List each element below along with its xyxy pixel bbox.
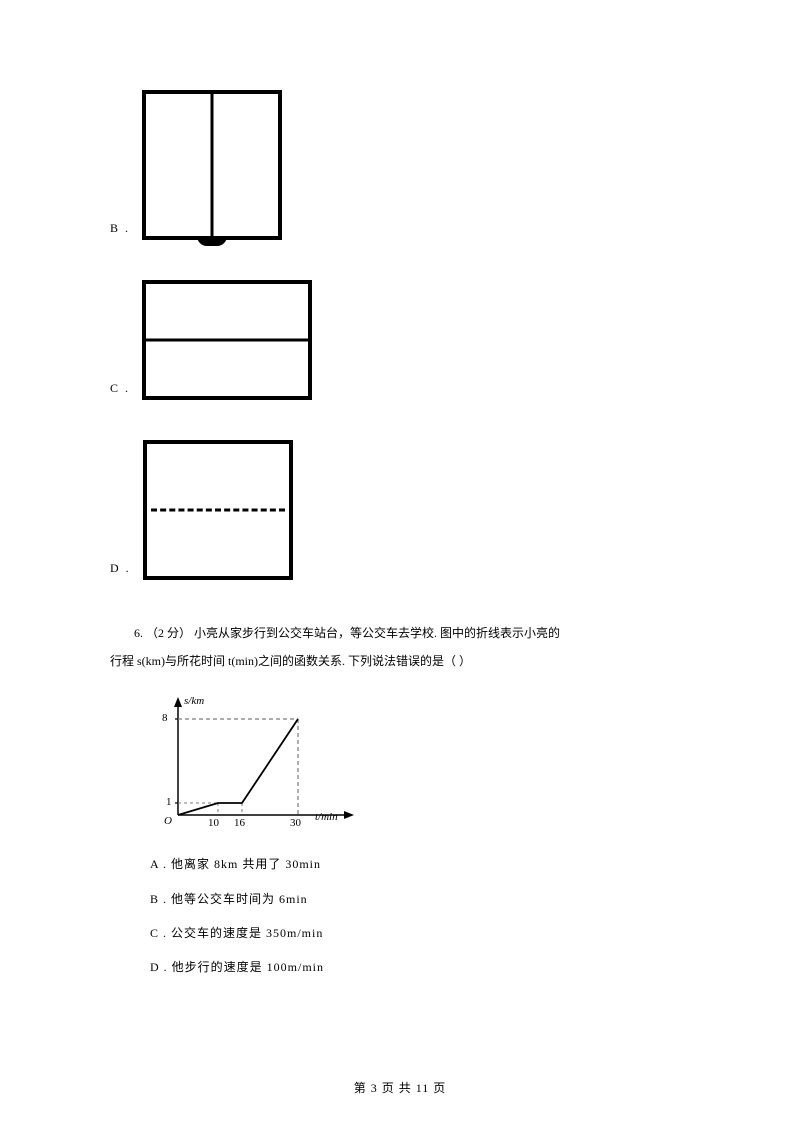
chart-y-label: s/km xyxy=(184,695,204,707)
chart-xtick-10: 10 xyxy=(208,817,219,829)
shape-b-divider xyxy=(211,94,214,236)
q6-answer-c: C . 公交车的速度是 350m/min xyxy=(150,920,690,946)
chart-ytick-8: 8 xyxy=(162,712,168,724)
option-b-row: B . xyxy=(110,90,690,240)
q6-text-line1: 6. （2 分） 小亮从家步行到公交车站台，等公交车去学校. 图中的折线表示小亮… xyxy=(110,620,690,648)
shape-b xyxy=(142,90,282,240)
shape-d xyxy=(143,440,293,580)
chart-ytick-1: 1 xyxy=(166,796,172,808)
q6-answer-d: D . 他步行的速度是 100m/min xyxy=(150,954,690,980)
option-c-row: C . xyxy=(110,280,690,400)
page-footer: 第 3 页 共 11 页 xyxy=(0,1079,800,1096)
shape-b-arc xyxy=(197,236,227,246)
option-b-label: B . xyxy=(110,221,130,240)
chart-x-label: t/min xyxy=(315,811,338,823)
option-d-row: D . xyxy=(110,440,690,580)
chart-xtick-16: 16 xyxy=(234,817,245,829)
option-c-label: C . xyxy=(110,381,130,400)
chart-xtick-30: 30 xyxy=(290,817,301,829)
q6-chart: s/km 8 1 O 10 16 30 t/min xyxy=(150,693,360,833)
shape-d-divider xyxy=(151,509,285,512)
option-d-label: D . xyxy=(110,561,131,580)
shape-c-divider xyxy=(146,339,308,342)
q6-answer-a: A . 他离家 8km 共用了 30min xyxy=(150,851,690,877)
q6-answer-b: B . 他等公交车时间为 6min xyxy=(150,886,690,912)
q6-text-line2: 行程 s(km)与所花时间 t(min)之间的函数关系. 下列说法错误的是（ ） xyxy=(110,648,690,676)
chart-origin: O xyxy=(164,815,172,827)
shape-c xyxy=(142,280,312,400)
